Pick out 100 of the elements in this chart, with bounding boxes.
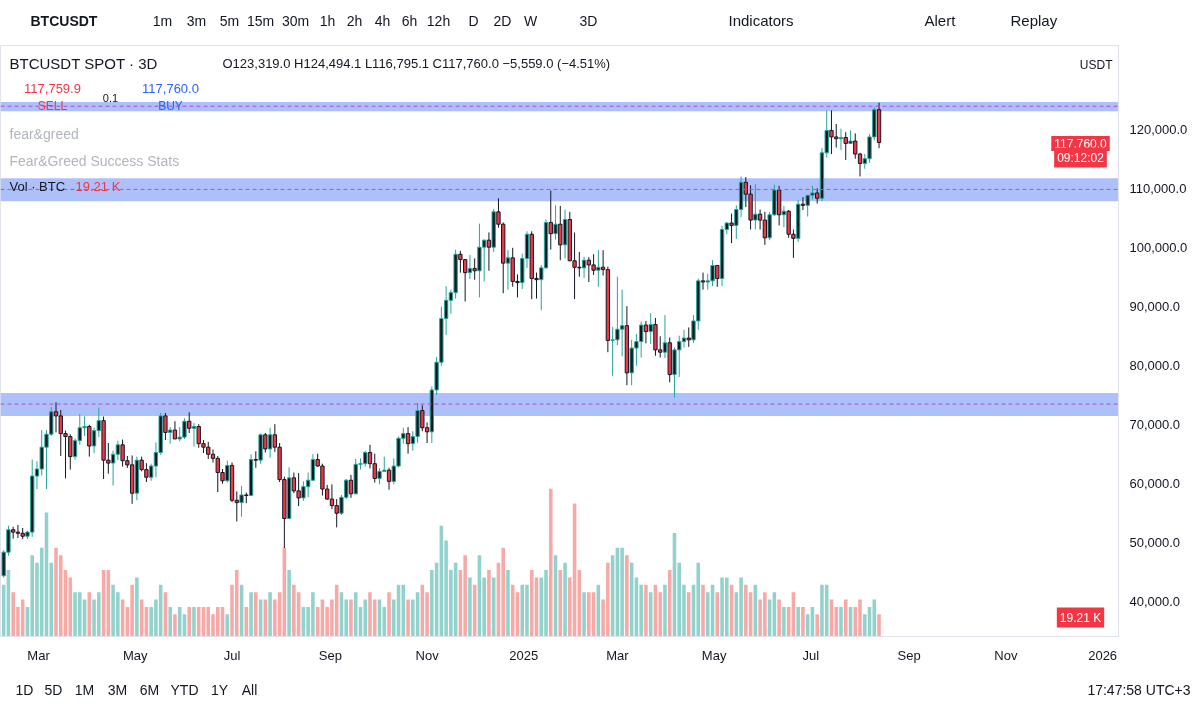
text: Indicators	[728, 12, 794, 29]
bar	[225, 614, 230, 637]
bar	[173, 614, 177, 637]
bar	[510, 584, 515, 637]
bar	[563, 562, 567, 637]
y-tick-label: 40,000.0	[1129, 593, 1181, 609]
bar	[815, 614, 819, 637]
bar	[620, 547, 624, 637]
candlestick	[191, 422, 197, 448]
candlestick	[462, 258, 468, 302]
y-tick-label: 100,000.0	[1129, 239, 1188, 255]
bar	[196, 606, 201, 637]
text: 1M	[74, 681, 95, 698]
bar	[135, 577, 139, 637]
annotation: 117,759.9	[24, 81, 81, 96]
text: Replay	[1010, 12, 1058, 29]
bar	[686, 592, 691, 637]
bar	[644, 584, 648, 637]
x-tick-label: Sep	[318, 647, 342, 663]
annotation: 0.1	[102, 91, 119, 104]
text: 3M	[107, 681, 128, 698]
candlestick	[53, 401, 59, 433]
text: 3D	[579, 12, 598, 29]
annotation: USDT	[1079, 57, 1114, 72]
annotation: Fear&Greed Success Stats	[9, 152, 180, 169]
text: 3m	[186, 12, 207, 29]
y-tick-label: 80,000.0	[1129, 357, 1181, 373]
x-tick-label: Jul	[223, 647, 241, 663]
bar	[249, 592, 253, 637]
annotation: 19.21 K	[75, 179, 121, 194]
text: 30m	[281, 12, 310, 29]
y-tick-label: 120,000.0	[1129, 121, 1188, 137]
y-tick-label: 110,000.0	[1129, 180, 1187, 196]
bar	[363, 599, 368, 637]
text: 2h	[346, 12, 363, 29]
annotation: 09:12:02	[1057, 150, 1105, 165]
text: D	[468, 12, 479, 29]
candlestick	[643, 320, 649, 344]
bar	[843, 599, 848, 637]
bar	[744, 584, 748, 637]
bar	[501, 547, 505, 637]
annotation: 117,760.0	[1054, 137, 1108, 151]
bar	[292, 584, 296, 637]
bar	[801, 606, 805, 637]
text: 1h	[319, 12, 336, 29]
annotation: Vol · BTC	[9, 179, 66, 194]
x-tick-label: 2026	[1088, 647, 1118, 663]
bar	[349, 599, 353, 637]
y-tick-label: 70,000.0	[1129, 416, 1181, 432]
bar	[701, 584, 705, 637]
bar	[130, 584, 134, 637]
x-tick-label: Jul	[802, 647, 820, 663]
candlestick	[838, 128, 844, 151]
candlestick	[581, 256, 587, 279]
bar	[387, 592, 391, 637]
bar	[254, 592, 258, 637]
bar	[548, 488, 553, 637]
y-tick-label: 60,000.0	[1129, 475, 1181, 491]
candlestick	[267, 427, 273, 459]
bar	[487, 570, 491, 637]
candlestick	[115, 440, 121, 461]
bar	[625, 555, 629, 637]
bar	[582, 592, 586, 637]
bar	[168, 606, 172, 637]
text: BTCUSDT	[30, 12, 98, 29]
x-tick-label: 2025	[509, 647, 539, 663]
y-tick-label: 90,000.0	[1129, 298, 1181, 314]
bar	[820, 584, 824, 637]
bar	[877, 614, 881, 637]
bar	[506, 570, 510, 637]
annotation: BUY	[158, 98, 183, 113]
candlestick	[15, 524, 21, 539]
bar	[287, 570, 291, 637]
candlestick	[386, 467, 392, 491]
x-tick-label: May	[123, 647, 149, 663]
text: 5D	[44, 681, 63, 698]
bar	[796, 606, 800, 637]
x-tick-label: Nov	[994, 647, 1018, 663]
bar	[587, 592, 591, 637]
text: 12h	[426, 12, 451, 29]
text: 4h	[374, 12, 391, 29]
bar	[268, 592, 272, 637]
bar	[215, 606, 220, 637]
candlestick	[405, 426, 411, 455]
bar	[353, 592, 358, 637]
text: 5m	[219, 12, 240, 29]
text: W	[523, 12, 538, 29]
bar	[463, 555, 467, 637]
bar	[696, 562, 701, 637]
bar	[468, 577, 472, 637]
text: 1m	[152, 12, 173, 29]
text: 2D	[493, 12, 512, 29]
text: 1D	[15, 681, 34, 698]
bar	[529, 570, 534, 637]
candlestick	[681, 329, 687, 348]
text: 6M	[139, 681, 160, 698]
x-tick-label: Sep	[897, 647, 921, 663]
text: Alert	[924, 12, 957, 29]
text: O123,319.0 H124,494.1 L116,795.1 C117,760.0 −5,559.0 (−4.51%)	[222, 56, 611, 71]
text: 6h	[401, 12, 418, 29]
